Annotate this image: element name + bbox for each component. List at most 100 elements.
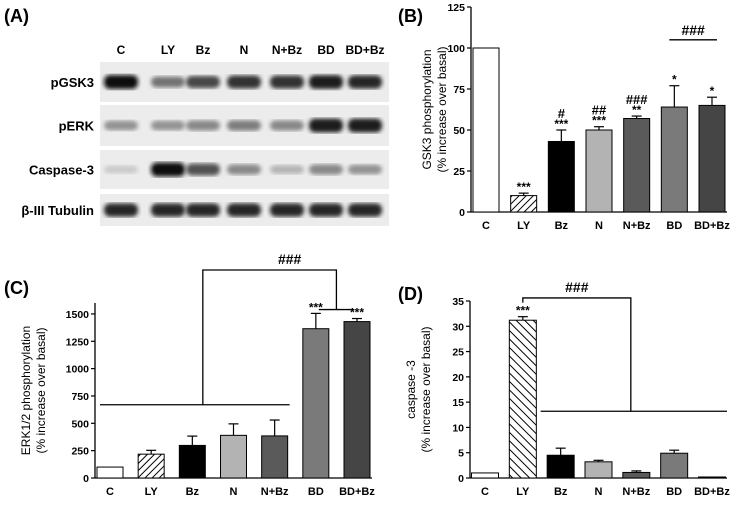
blot-lane-headers: C LY Bz N N+Bz BD BD+Bz xyxy=(117,43,385,57)
bar xyxy=(472,47,500,213)
y-axis-label: GSK3 phosphorylation xyxy=(420,49,434,169)
x-tick-label: Bz xyxy=(555,220,569,232)
y-tick-label: 10 xyxy=(452,422,464,434)
significance-hashes: # xyxy=(558,106,566,121)
x-tick-label: BD xyxy=(308,486,324,498)
bar xyxy=(261,435,289,479)
significance-stars: *** xyxy=(592,114,606,128)
x-tick-label: LY xyxy=(145,486,159,498)
blot-band xyxy=(227,75,261,89)
blot-row-label: Caspase-3 xyxy=(29,163,94,178)
blot-band xyxy=(309,164,343,175)
bar xyxy=(96,466,124,479)
blot-band xyxy=(186,203,220,217)
blot-rows: pGSK3 pERK Caspase-3 β-III Tubulin xyxy=(21,62,389,226)
y-tick-label: 0 xyxy=(83,473,89,485)
comparison-label: ### xyxy=(681,22,705,38)
blot-band xyxy=(348,164,382,175)
blot-band xyxy=(104,203,138,217)
panel-b: (B) 0 25 50 75 100 125 GSK3 phosphorylation (% … xyxy=(398,2,730,232)
y-tick-label: 35 xyxy=(452,296,464,308)
bar xyxy=(660,452,689,479)
blot-band xyxy=(270,165,304,174)
bar xyxy=(343,321,371,479)
y-tick-label: 15 xyxy=(452,397,464,409)
x-tick-label: Bz xyxy=(554,486,568,498)
y-tick-label: 5 xyxy=(458,448,464,460)
y-axis-label: ERK1/2 phosphorylation xyxy=(19,326,33,455)
y-tick-label: 1250 xyxy=(66,336,90,348)
y-tick-label: 20 xyxy=(452,372,464,384)
blot-band xyxy=(151,76,185,88)
bar xyxy=(660,106,688,213)
x-tick-label: BD xyxy=(666,486,682,498)
x-tick-label: N xyxy=(230,486,238,498)
blot-row-label: pGSK3 xyxy=(51,75,94,90)
blot-lane-label: Bz xyxy=(196,43,211,57)
chart-d: 0 5 10 15 20 25 30 35 caspase -3 (% increase over… xyxy=(404,279,730,498)
significance-hashes: ### xyxy=(626,92,648,107)
bar xyxy=(302,328,330,479)
blot-band xyxy=(151,203,185,217)
blot-row: β-III Tubulin xyxy=(21,194,389,226)
blot-band xyxy=(348,118,382,133)
blot-lane-label: LY xyxy=(161,43,175,57)
x-tick-label: C xyxy=(482,220,490,232)
blot-band xyxy=(270,203,304,217)
y-tick-label: 0 xyxy=(458,473,464,485)
y-tick-label: 500 xyxy=(71,418,89,430)
blot-lane-label: N+Bz xyxy=(272,43,302,57)
bar xyxy=(510,195,538,213)
panel-b-label: (B) xyxy=(398,6,423,26)
blot-band xyxy=(348,75,382,89)
y-tick-label: 1500 xyxy=(66,309,90,321)
bar xyxy=(623,118,651,213)
y-tick-label: 0 xyxy=(459,207,465,219)
panel-a-label: (A) xyxy=(4,6,29,26)
blot-band xyxy=(186,75,220,89)
comparison-bracket xyxy=(202,269,338,405)
x-tick-label: LY xyxy=(516,486,530,498)
comparison-bracket xyxy=(522,297,632,412)
significance-stars: *** xyxy=(517,180,531,194)
y-tick-label: 25 xyxy=(453,166,465,178)
y-axis-label: caspase -3 xyxy=(404,360,418,419)
y-axis-label: (% increase over basal) xyxy=(435,46,449,172)
blot-band xyxy=(348,203,382,217)
blot-row: pERK xyxy=(59,105,389,146)
blot-lane-label: BD+Bz xyxy=(345,43,384,57)
significance-hashes: ## xyxy=(592,103,607,118)
significance-stars: * xyxy=(672,73,677,87)
x-tick-label: BD xyxy=(666,220,682,232)
bar xyxy=(137,453,165,479)
blot-band xyxy=(270,120,304,131)
blot-band xyxy=(104,165,138,174)
bar xyxy=(698,476,726,479)
significance-stars: ** xyxy=(632,103,642,117)
significance-stars: *** xyxy=(309,300,323,314)
panel-c-label: (C) xyxy=(4,278,29,298)
panel-d-label: (D) xyxy=(398,284,423,304)
significance-stars: *** xyxy=(350,306,364,320)
y-tick-label: 75 xyxy=(453,84,465,96)
x-tick-label: N xyxy=(595,486,603,498)
blot-band xyxy=(151,162,185,177)
blot-row: pGSK3 xyxy=(51,62,389,102)
blot-band xyxy=(227,164,261,175)
y-tick-label: 750 xyxy=(71,391,89,403)
bar xyxy=(585,129,613,213)
blot-row-label: β-III Tubulin xyxy=(21,203,94,218)
y-tick-label: 250 xyxy=(71,446,89,458)
panel-d: (D) 0 5 10 15 20 25 30 35 caspase -3 (% increase … xyxy=(398,279,730,498)
y-tick-label: 30 xyxy=(452,321,464,333)
bar xyxy=(471,472,499,479)
blot-lane-label: N xyxy=(240,43,249,57)
comparison-label: ### xyxy=(278,251,302,267)
blot-lane-label: BD xyxy=(317,43,335,57)
blot-band xyxy=(227,120,261,131)
significance-stars: *** xyxy=(554,117,568,131)
y-axis-label: (% increase over basal) xyxy=(34,327,48,453)
blot-band xyxy=(186,120,220,131)
y-tick-label: 100 xyxy=(447,43,465,55)
